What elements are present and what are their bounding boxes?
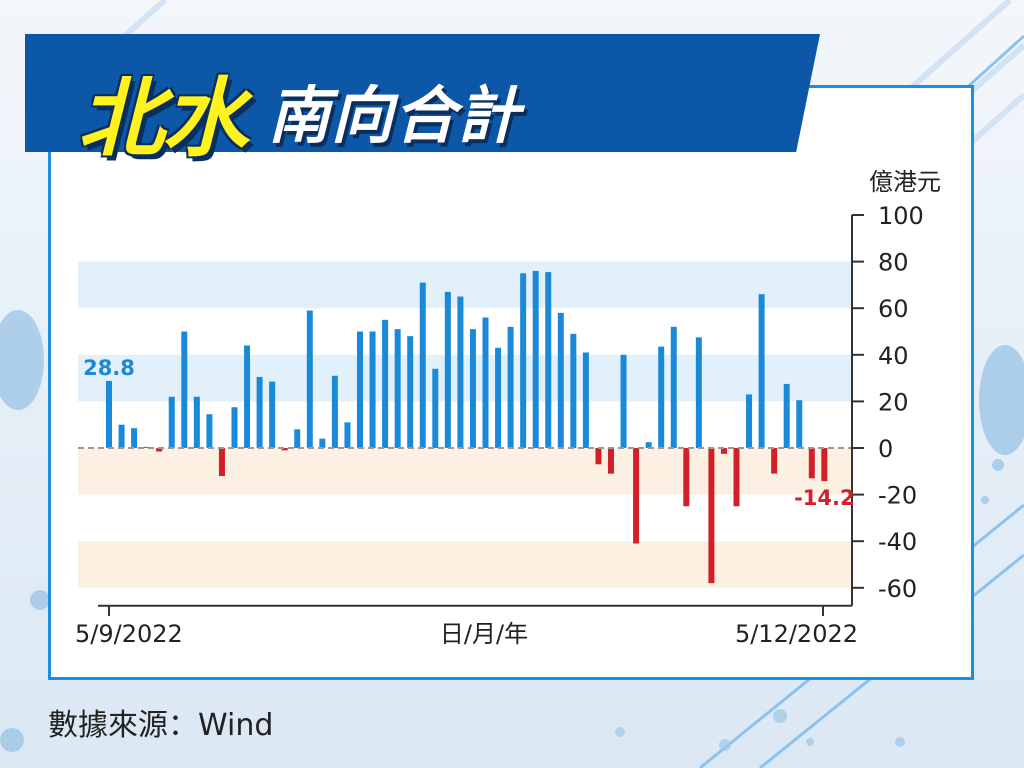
bar — [369, 331, 376, 448]
bar — [281, 448, 288, 451]
data-source: 數據來源：Wind — [48, 708, 274, 743]
bar — [131, 428, 138, 448]
bar — [394, 329, 401, 448]
bar — [796, 400, 803, 448]
bar — [457, 296, 464, 448]
title-sub: 南向合計 — [268, 79, 521, 152]
bar — [168, 396, 175, 448]
bar — [695, 337, 702, 448]
y-tick-label: 60 — [878, 295, 909, 323]
bar — [670, 326, 677, 448]
page-title: 北水 南向合計 — [78, 55, 521, 169]
bar — [444, 291, 451, 448]
bar — [620, 354, 627, 448]
bar — [746, 394, 753, 448]
bar — [206, 414, 213, 448]
bar — [469, 329, 476, 448]
bar — [218, 448, 225, 476]
bar — [495, 347, 502, 448]
bar — [557, 312, 564, 448]
bar — [294, 429, 301, 448]
y-tick-label: 40 — [878, 342, 909, 370]
y-tick-label: -20 — [878, 482, 917, 510]
bar — [821, 448, 828, 482]
bar — [582, 352, 589, 448]
title-banner — [25, 34, 820, 152]
bar — [106, 380, 112, 448]
bar — [570, 333, 577, 448]
bar — [357, 331, 363, 448]
bar — [407, 336, 414, 448]
bar — [118, 424, 125, 448]
bar — [256, 376, 263, 448]
bar — [545, 272, 552, 448]
bar — [143, 446, 150, 448]
bar — [319, 438, 326, 448]
bar — [231, 407, 238, 448]
last-value-label: -14.2 — [794, 486, 855, 510]
bar — [658, 346, 665, 448]
bar — [306, 310, 313, 448]
bar — [432, 368, 439, 448]
x-axis-label: 日/月/年 — [440, 620, 528, 648]
y-tick-label: 100 — [878, 202, 924, 230]
bar — [645, 442, 652, 448]
bar — [758, 294, 765, 448]
bar — [608, 448, 614, 474]
bar — [595, 448, 602, 465]
y-tick-label: 0 — [878, 435, 893, 463]
bar — [720, 448, 727, 454]
bar — [520, 273, 527, 448]
bar — [507, 326, 514, 448]
title-main: 北水 — [78, 68, 248, 169]
background-band — [78, 448, 852, 495]
bar — [193, 396, 200, 448]
y-tick-label: 80 — [878, 249, 909, 277]
bar — [771, 448, 778, 474]
y-tick-label: -40 — [878, 528, 917, 556]
bar — [419, 282, 426, 448]
bar — [482, 317, 489, 448]
bar — [244, 345, 251, 448]
bar — [181, 331, 188, 448]
bar — [156, 448, 163, 452]
bar — [708, 448, 715, 584]
bar — [633, 448, 640, 544]
bar — [733, 448, 740, 507]
background-band — [78, 261, 852, 309]
x-end-label: 5/12/2022 — [735, 620, 858, 648]
x-start-label: 5/9/2022 — [75, 620, 183, 648]
bar — [683, 448, 690, 507]
bar — [808, 448, 815, 479]
background-band — [78, 354, 852, 402]
y-tick-label: 20 — [878, 388, 909, 416]
bar — [331, 375, 338, 448]
bar — [532, 270, 539, 448]
y-tick-label: -60 — [878, 575, 917, 603]
background-band — [78, 541, 852, 588]
bar — [344, 422, 351, 448]
first-value-label: 28.8 — [83, 356, 135, 380]
y-unit-label: 億港元 — [869, 168, 941, 196]
bar — [382, 319, 389, 448]
bar — [783, 383, 790, 448]
bar — [269, 381, 276, 448]
